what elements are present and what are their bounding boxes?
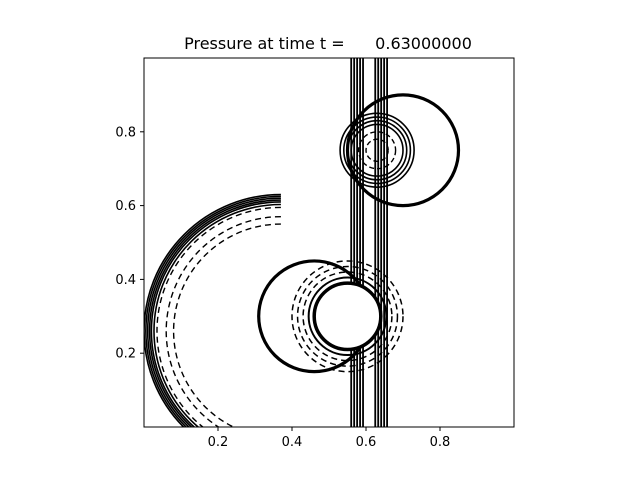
obstacle-contour-dashed-2 — [291, 260, 404, 373]
upper-ring-contour-0 — [339, 112, 415, 188]
x-axis: 0.2 0.4 0.6 0.8 — [208, 427, 451, 450]
axes-frame — [143, 57, 515, 428]
upper-bubble-circle — [345, 93, 461, 208]
obstacle-circle — [312, 281, 383, 352]
contour-lines — [144, 58, 461, 427]
chart-title: Pressure at time t = 0.63000000 — [184, 34, 472, 53]
obstacle-contour-dashed-1 — [296, 265, 399, 367]
x-tick-label: 0.8 — [430, 435, 451, 450]
x-tick-label: 0.4 — [282, 435, 303, 450]
wave-contour-dashed-1 — [165, 215, 281, 427]
wave-contour-5 — [153, 203, 281, 427]
upper-ring-contour-3 — [350, 123, 404, 177]
obstacle-contour-0 — [307, 276, 388, 357]
wave-contour-dashed-2 — [172, 223, 281, 427]
y-tick-label: 0.8 — [115, 125, 136, 140]
wave-contour-3 — [148, 199, 281, 427]
y-tick-label: 0.6 — [115, 199, 136, 214]
wave-contour-dashed-0 — [156, 206, 281, 427]
upper-ring-contour-1 — [343, 116, 412, 185]
wave-contour-1 — [145, 195, 281, 427]
upper-ring-contour-dashed-1 — [365, 138, 389, 163]
x-tick-label: 0.2 — [208, 435, 229, 450]
wave-contour-4 — [150, 201, 281, 427]
x-tick-label: 0.6 — [356, 435, 377, 450]
upper-ring-contour-dashed-0 — [357, 131, 397, 170]
obstacle-contour-dashed-0 — [302, 271, 393, 362]
y-tick-label: 0.2 — [115, 347, 136, 362]
y-tick-label: 0.4 — [115, 273, 136, 288]
wave-contour-2 — [146, 197, 281, 427]
y-axis: 0.2 0.4 0.6 0.8 — [115, 125, 144, 362]
